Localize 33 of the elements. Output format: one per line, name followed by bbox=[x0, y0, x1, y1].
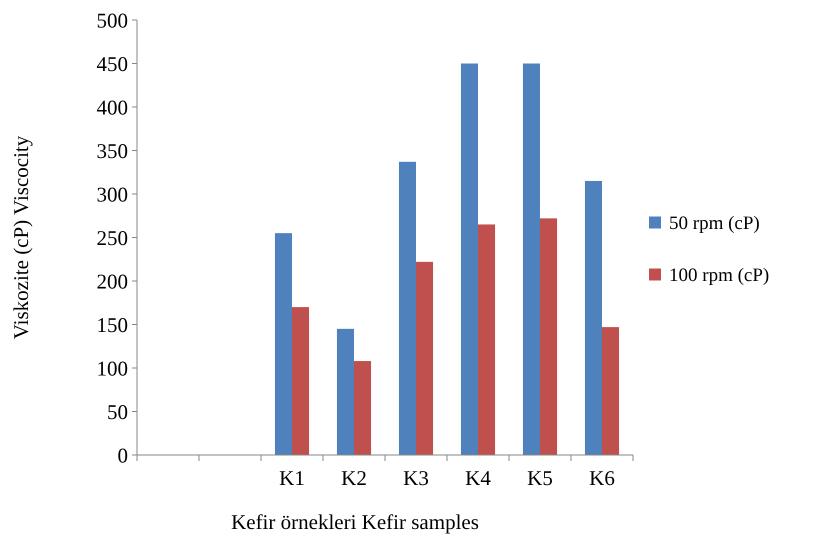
bar bbox=[522, 64, 540, 455]
bar bbox=[398, 162, 416, 455]
bar bbox=[540, 218, 558, 455]
bar bbox=[478, 224, 496, 455]
bar bbox=[274, 233, 292, 455]
y-tick-label: 200 bbox=[96, 269, 128, 294]
bar bbox=[336, 328, 354, 455]
y-tick-label: 100 bbox=[96, 356, 128, 380]
y-tick-label: 150 bbox=[96, 312, 128, 337]
y-tick-label: 500 bbox=[96, 8, 128, 32]
bar bbox=[354, 361, 372, 455]
bar bbox=[416, 262, 434, 455]
y-tick-label: 350 bbox=[96, 138, 128, 163]
x-tick-label: K6 bbox=[589, 466, 615, 490]
y-tick-label: 300 bbox=[96, 182, 128, 206]
y-axis-title: Viskozite (cP) Viscocity bbox=[9, 135, 33, 340]
y-tick-label: 250 bbox=[96, 226, 128, 250]
bar bbox=[292, 307, 310, 455]
x-tick-label: K4 bbox=[465, 466, 492, 490]
legend-label: 100 rpm (cP) bbox=[669, 265, 770, 286]
x-tick-label: K3 bbox=[403, 466, 429, 490]
y-tick-label: 50 bbox=[107, 400, 128, 424]
bar bbox=[460, 64, 478, 455]
bar bbox=[602, 327, 620, 455]
x-tick-label: K5 bbox=[527, 466, 553, 490]
x-axis-title: Kefir örnekleri Kefir samples bbox=[231, 510, 479, 534]
y-tick-label: 0 bbox=[118, 443, 128, 468]
x-tick-label: K2 bbox=[341, 466, 367, 490]
legend-label: 50 rpm (cP) bbox=[669, 213, 760, 234]
bar bbox=[584, 180, 602, 455]
x-tick-label: K1 bbox=[279, 466, 305, 490]
y-tick-label: 400 bbox=[96, 95, 128, 120]
y-tick-label: 450 bbox=[96, 52, 128, 76]
